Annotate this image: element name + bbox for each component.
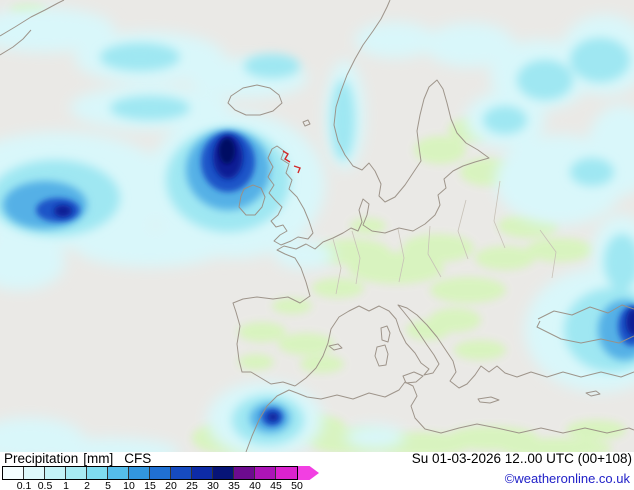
coast-cyprus <box>585 390 601 397</box>
map-title: Precipitation [mm] CFS <box>4 451 151 466</box>
coast-corsica <box>380 325 391 343</box>
coast-north-africa <box>245 381 634 452</box>
coast-ireland <box>238 184 266 216</box>
copyright-link[interactable]: ©weatheronline.co.uk <box>504 471 630 486</box>
coast-balearics <box>328 343 343 351</box>
precipitation-map <box>0 0 634 452</box>
legend-label: 50 <box>291 480 303 490</box>
legend-scale: 0.1 0.5 1 2 5 10 15 20 25 30 35 40 45 50 <box>2 466 342 490</box>
coast-continental-europe <box>232 0 490 387</box>
coast-iceland <box>227 84 283 116</box>
legend-label: 40 <box>249 480 261 490</box>
legend-bar <box>2 466 298 480</box>
coast-sardinia <box>374 344 389 367</box>
legend-label: 30 <box>207 480 219 490</box>
legend-label: 0.5 <box>37 480 53 490</box>
legend-cell <box>87 467 108 479</box>
legend-cell <box>255 467 276 479</box>
legend-cell <box>108 467 129 479</box>
legend-cell <box>3 467 24 479</box>
coastlines <box>0 0 634 452</box>
legend-label: 25 <box>186 480 198 490</box>
coast-sicily <box>402 371 424 384</box>
coast-black-sea-south <box>536 320 634 344</box>
legend-arrow <box>298 466 319 480</box>
legend-label: 20 <box>165 480 177 490</box>
legend-label: 5 <box>105 480 111 490</box>
legend-label: 45 <box>270 480 282 490</box>
model-label: CFS <box>124 451 152 466</box>
unit-label: [mm] <box>83 451 114 466</box>
coast-black-sea <box>537 304 634 320</box>
coast-greenland-2 <box>0 29 32 56</box>
legend-cell <box>24 467 45 479</box>
legend-cell <box>171 467 192 479</box>
legend-label: 15 <box>144 480 156 490</box>
legend-cell <box>129 467 150 479</box>
legend-cell <box>45 467 66 479</box>
legend-label: 35 <box>228 480 240 490</box>
precip-layer-darkest <box>219 138 235 164</box>
coast-faroe <box>302 119 311 127</box>
legend-label: 2 <box>84 480 90 490</box>
coast-great-britain <box>267 145 314 246</box>
parameter-label: Precipitation <box>4 451 79 466</box>
coast-crete <box>477 396 500 404</box>
coast-greenland <box>0 0 65 37</box>
forecast-datetime: Su 01-03-2026 12..00 UTC (00+108) <box>411 451 632 466</box>
legend-labels: 0.1 0.5 1 2 5 10 15 20 25 30 35 40 45 50 <box>2 480 342 490</box>
front-marks <box>282 150 301 174</box>
legend-label: 1 <box>63 480 69 490</box>
legend-cell <box>150 467 171 479</box>
legend-cell <box>213 467 234 479</box>
legend-label: 0.1 <box>16 480 32 490</box>
legend-cell <box>276 467 297 479</box>
legend-cell <box>66 467 87 479</box>
legend-cell <box>234 467 255 479</box>
legend-cell <box>192 467 213 479</box>
legend-label: 10 <box>123 480 135 490</box>
coast-mediterranean <box>294 304 634 389</box>
country-borders <box>332 180 557 295</box>
